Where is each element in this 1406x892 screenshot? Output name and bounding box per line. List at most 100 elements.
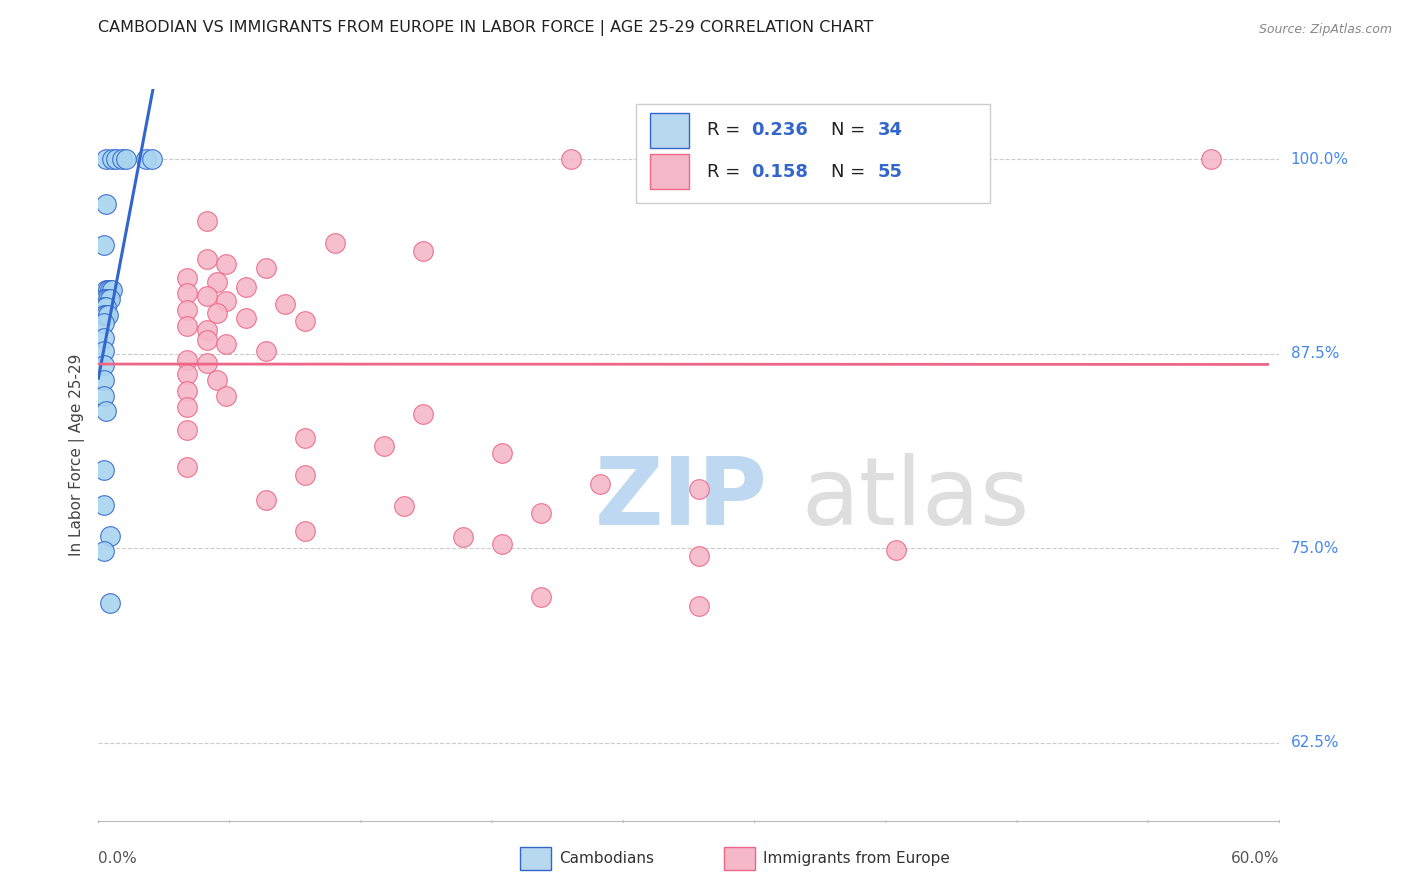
Text: R =: R = bbox=[707, 121, 745, 139]
Point bbox=[111, 153, 134, 167]
Text: ZIP: ZIP bbox=[595, 453, 768, 545]
Text: 75.0%: 75.0% bbox=[1291, 541, 1339, 556]
Point bbox=[205, 275, 228, 289]
Point bbox=[96, 197, 118, 211]
Point bbox=[294, 524, 316, 538]
Point bbox=[412, 408, 434, 422]
Point bbox=[530, 590, 553, 604]
FancyBboxPatch shape bbox=[636, 103, 990, 202]
Point bbox=[215, 293, 238, 308]
Point bbox=[176, 270, 198, 285]
Point bbox=[323, 236, 346, 251]
Point bbox=[392, 500, 415, 514]
Point bbox=[96, 404, 118, 418]
Text: atlas: atlas bbox=[801, 453, 1029, 545]
Text: Immigrants from Europe: Immigrants from Europe bbox=[763, 852, 950, 866]
Point bbox=[195, 289, 218, 303]
Point bbox=[294, 314, 316, 328]
Point bbox=[176, 367, 198, 381]
Point bbox=[96, 153, 118, 167]
Point bbox=[93, 389, 115, 403]
Text: 62.5%: 62.5% bbox=[1291, 735, 1339, 750]
Point bbox=[101, 283, 124, 297]
Text: 55: 55 bbox=[877, 163, 903, 181]
Point bbox=[93, 343, 115, 358]
Point bbox=[141, 153, 163, 167]
Bar bbox=[650, 112, 689, 148]
Point bbox=[96, 293, 118, 307]
Point bbox=[215, 337, 238, 351]
Point bbox=[96, 283, 118, 297]
Text: 0.158: 0.158 bbox=[752, 163, 808, 181]
Point bbox=[93, 300, 115, 314]
Point bbox=[176, 303, 198, 318]
Point bbox=[491, 536, 513, 550]
Point bbox=[176, 286, 198, 301]
Point bbox=[884, 542, 907, 557]
Point bbox=[205, 373, 228, 387]
Point bbox=[176, 423, 198, 437]
Point bbox=[93, 544, 115, 558]
Text: CAMBODIAN VS IMMIGRANTS FROM EUROPE IN LABOR FORCE | AGE 25-29 CORRELATION CHART: CAMBODIAN VS IMMIGRANTS FROM EUROPE IN L… bbox=[98, 20, 873, 36]
Point bbox=[97, 283, 120, 297]
Point bbox=[98, 293, 121, 307]
Point bbox=[195, 214, 218, 228]
Text: R =: R = bbox=[707, 163, 745, 181]
Point bbox=[215, 256, 238, 270]
Point bbox=[101, 153, 124, 167]
Text: 100.0%: 100.0% bbox=[1291, 152, 1348, 167]
Point bbox=[98, 529, 121, 543]
Point bbox=[235, 310, 257, 325]
Point bbox=[786, 153, 808, 167]
Point bbox=[688, 599, 710, 613]
Point bbox=[176, 318, 198, 333]
Point bbox=[176, 400, 198, 414]
Point bbox=[176, 353, 198, 368]
Point bbox=[638, 153, 661, 167]
Point bbox=[589, 477, 612, 491]
Bar bbox=[650, 154, 689, 189]
Point bbox=[98, 283, 121, 297]
Point bbox=[93, 316, 115, 330]
Point bbox=[215, 389, 238, 403]
Point bbox=[560, 153, 582, 167]
Text: 60.0%: 60.0% bbox=[1232, 851, 1279, 866]
Point bbox=[1199, 153, 1222, 167]
Point bbox=[93, 373, 115, 387]
Point bbox=[373, 439, 395, 453]
Point bbox=[93, 308, 115, 322]
Point bbox=[412, 244, 434, 258]
Point bbox=[254, 343, 277, 358]
Text: N =: N = bbox=[831, 121, 870, 139]
Point bbox=[96, 308, 118, 322]
Point bbox=[176, 384, 198, 398]
Point bbox=[135, 153, 157, 167]
Point bbox=[176, 460, 198, 475]
Point bbox=[93, 358, 115, 372]
Text: 0.0%: 0.0% bbox=[98, 851, 138, 866]
Point bbox=[235, 280, 257, 294]
Text: 34: 34 bbox=[877, 121, 903, 139]
Point bbox=[451, 530, 474, 544]
Y-axis label: In Labor Force | Age 25-29: In Labor Force | Age 25-29 bbox=[69, 354, 84, 556]
Point bbox=[530, 506, 553, 520]
Text: Source: ZipAtlas.com: Source: ZipAtlas.com bbox=[1258, 22, 1392, 36]
Point bbox=[294, 468, 316, 483]
Point bbox=[195, 333, 218, 347]
Point bbox=[254, 493, 277, 508]
Point bbox=[115, 153, 138, 167]
Point bbox=[254, 261, 277, 276]
Point bbox=[93, 331, 115, 345]
Point bbox=[195, 252, 218, 266]
Point bbox=[93, 498, 115, 512]
Point bbox=[195, 323, 218, 337]
Point bbox=[93, 293, 115, 307]
Text: Cambodians: Cambodians bbox=[560, 852, 655, 866]
Point bbox=[205, 306, 228, 320]
Point bbox=[93, 237, 115, 252]
Point bbox=[294, 431, 316, 445]
Point bbox=[96, 300, 118, 314]
Point bbox=[98, 596, 121, 610]
Point bbox=[845, 153, 868, 167]
Point bbox=[105, 153, 128, 167]
